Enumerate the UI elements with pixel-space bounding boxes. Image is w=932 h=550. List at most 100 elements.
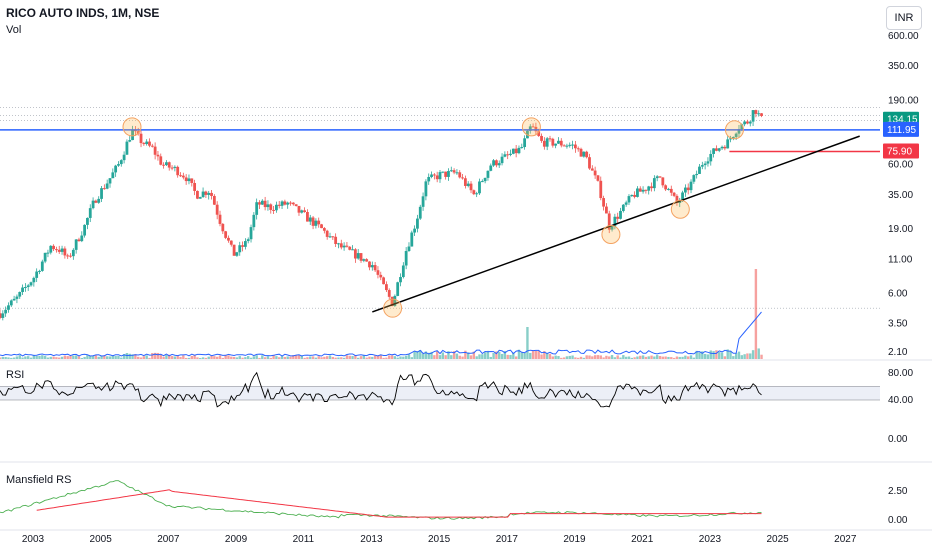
currency-button[interactable]: INR	[886, 6, 922, 30]
volume-bar	[201, 357, 205, 359]
volume-bar	[252, 356, 256, 359]
candle-body	[308, 217, 312, 222]
candle-body	[726, 139, 730, 149]
volume-bar	[91, 355, 95, 359]
volume-bar	[560, 357, 563, 359]
volume-bar	[523, 353, 526, 359]
volume-bar	[151, 353, 154, 359]
volume-bar	[184, 357, 188, 359]
volume-bar	[734, 353, 738, 359]
candle-body	[585, 151, 589, 158]
candle-body	[46, 252, 50, 254]
price-axis-tick: 2.10	[888, 347, 908, 358]
candle-body	[218, 214, 222, 224]
symbol-title[interactable]: RICO AUTO INDS, 1M, NSE	[6, 6, 160, 20]
volume-bar	[636, 356, 639, 359]
candle-body	[66, 255, 70, 257]
candle-body	[483, 177, 487, 182]
candle-body	[489, 165, 493, 171]
candle-body	[306, 212, 309, 222]
candle-body	[743, 121, 747, 125]
volume-bar	[689, 355, 693, 359]
candle-body	[286, 202, 290, 205]
volume-bar	[351, 356, 354, 359]
candle-body	[320, 224, 323, 229]
volume-bar	[314, 357, 318, 359]
candle-body	[551, 138, 555, 146]
candle-body	[280, 201, 284, 206]
candle-body	[40, 261, 44, 271]
candle-body	[108, 178, 112, 184]
candle-body	[60, 248, 64, 252]
candle-body	[675, 195, 679, 203]
marker-circle	[122, 117, 142, 137]
candle-body	[393, 295, 397, 306]
volume-bar	[49, 356, 52, 359]
volume-bar	[294, 355, 298, 359]
candle-body	[636, 188, 639, 197]
candle-body	[520, 147, 524, 149]
candle-body	[249, 227, 253, 240]
candle-body	[297, 205, 301, 213]
candle-body	[173, 166, 177, 168]
volume-bar	[396, 357, 399, 359]
candle-body	[142, 143, 146, 145]
volume-bar	[32, 355, 36, 359]
candle-body	[139, 133, 143, 144]
candle-body	[71, 249, 75, 257]
candle-body	[613, 216, 617, 227]
volume-bar	[207, 356, 210, 359]
volume-bar	[232, 356, 236, 359]
mansfield-axis-tick: 0.00	[888, 515, 908, 526]
volume-bar	[667, 356, 670, 359]
volume-bar	[179, 356, 182, 359]
volume-bar	[162, 356, 165, 359]
volume-bar	[362, 355, 366, 359]
volume-bar	[543, 351, 546, 359]
volume-bar	[551, 356, 555, 359]
volume-bar	[27, 356, 30, 359]
candle-body	[390, 296, 394, 306]
volume-bar	[500, 353, 504, 359]
volume-bar	[655, 355, 659, 359]
volume-bar	[74, 355, 78, 359]
candle-body	[495, 160, 498, 166]
volume-bar	[562, 357, 566, 359]
candle-body	[596, 175, 600, 181]
volume-bar	[80, 357, 83, 359]
candle-body	[444, 171, 448, 177]
volume-bar	[701, 351, 704, 359]
volume-bar	[137, 356, 140, 359]
volume-bar	[275, 356, 278, 359]
volume-bar	[15, 356, 19, 359]
volume-bar	[469, 355, 473, 359]
candle-body	[416, 218, 419, 229]
volume-bar	[410, 357, 413, 359]
volume-bar	[534, 350, 538, 359]
candle-body	[165, 162, 168, 166]
volume-bar	[732, 356, 735, 359]
volume-bar	[616, 355, 619, 359]
volume-bar	[613, 357, 617, 359]
volume-bar	[706, 354, 710, 359]
volume-bar	[444, 355, 447, 359]
candle-body	[746, 121, 749, 124]
price-tag-label: 75.90	[887, 147, 912, 158]
candle-body	[432, 174, 436, 176]
volume-bar	[379, 355, 382, 359]
candle-body	[224, 231, 228, 238]
candle-body	[18, 292, 22, 297]
candle-body	[184, 177, 188, 182]
candle-body	[475, 193, 479, 195]
candle-body	[136, 131, 140, 134]
volume-bar	[18, 355, 21, 359]
volume-bar	[695, 350, 698, 359]
candle-body	[35, 271, 39, 278]
candle-body	[568, 144, 572, 146]
volume-bar	[125, 353, 129, 359]
candle-body	[269, 204, 273, 210]
volume-bar	[687, 356, 690, 359]
candle-body	[258, 202, 261, 205]
volume-bar	[371, 356, 374, 359]
